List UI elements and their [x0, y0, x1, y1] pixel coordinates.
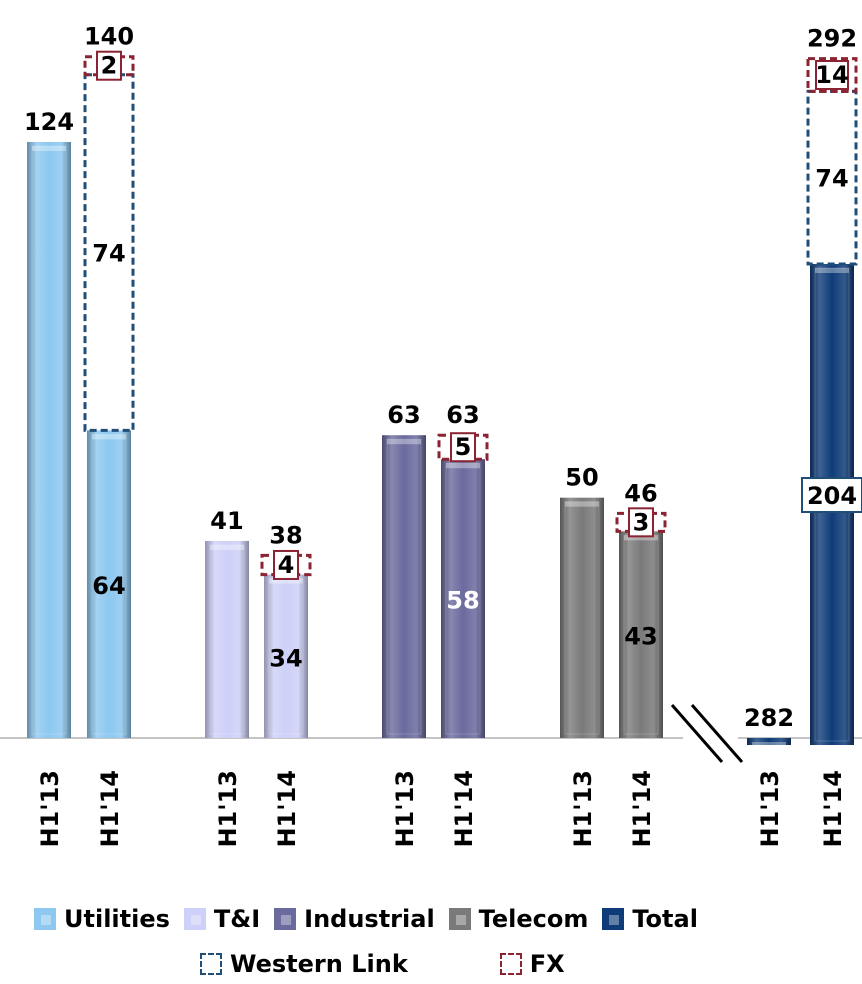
- legend-item-western-link: Western Link: [200, 950, 408, 978]
- x-tick-label-telecom-h1-14: H1'14: [628, 770, 656, 848]
- total-label-utilities-h1-14: 140: [84, 23, 134, 51]
- base-label-t-i: 34: [269, 644, 302, 672]
- legend-swatch-industrial: [274, 908, 297, 930]
- bar-telecom-h1-14: [619, 531, 663, 738]
- legend-item-telecom: Telecom: [448, 905, 589, 933]
- fx-label-box-total: [815, 60, 849, 90]
- fx-label-box-t-i: [273, 549, 299, 580]
- fx-label-telecom: 3: [633, 508, 650, 536]
- legend-item-fx: FX: [499, 950, 565, 978]
- bar-utilities-h1-14: [87, 430, 131, 738]
- legend-label-industrial: Industrial: [304, 905, 435, 933]
- fx-label-total: 14: [815, 61, 848, 89]
- x-tick-label-t-i-h1-13: H1'13: [214, 770, 242, 848]
- base-label-telecom: 43: [624, 623, 657, 651]
- x-tick-label-industrial-h1-13: H1'13: [391, 770, 419, 848]
- x-tick-label-total-h1-13: H1'13: [756, 770, 784, 848]
- legend-swatch-western-link: [200, 953, 222, 975]
- legend-label-fx: FX: [529, 950, 565, 978]
- fx-label-box-telecom: [628, 507, 654, 538]
- fx-label-utilities: 2: [101, 52, 118, 80]
- axis-break-mark: [690, 704, 744, 763]
- fx-label-t-i: 4: [278, 551, 295, 579]
- total-label-total-h1-14: 292: [807, 25, 857, 53]
- bar-t-i-h1-13: [205, 540, 249, 738]
- fx-label-industrial: 5: [455, 433, 472, 461]
- legend-item-t-i: T&I: [183, 905, 261, 933]
- total-label-telecom-h1-13: 50: [565, 464, 598, 492]
- x-tick-label-utilities-h1-14: H1'14: [96, 770, 124, 848]
- base-label-utilities: 64: [92, 572, 125, 600]
- x-tick-label-utilities-h1-13: H1'13: [36, 770, 64, 848]
- x-tick-label-t-i-h1-14: H1'14: [273, 770, 301, 848]
- legend-label-telecom: Telecom: [478, 905, 589, 933]
- bar-total-h1-13: [747, 738, 791, 747]
- total-label-industrial-h1-13: 63: [387, 401, 420, 429]
- total-label-t-i-h1-13: 41: [210, 507, 243, 535]
- total-label-telecom-h1-14: 46: [624, 479, 657, 507]
- western-link-label-utilities: 74: [92, 240, 125, 268]
- legend-item-total: Total: [602, 905, 698, 933]
- fx-label-box-industrial: [450, 432, 476, 463]
- bar-industrial-h1-14: [441, 459, 485, 738]
- base-label-total: 204: [807, 482, 857, 510]
- legend-swatch-t-i: [183, 908, 206, 930]
- legend-item-utilities: Utilities: [34, 905, 170, 933]
- total-label-total-h1-13: 282: [744, 704, 794, 732]
- legend-swatch-total: [602, 908, 625, 930]
- legend-label-total: Total: [632, 905, 698, 933]
- bar-industrial-h1-13: [382, 435, 426, 738]
- legend-swatch-utilities: [34, 908, 56, 930]
- total-label-utilities-h1-13: 124: [24, 108, 74, 136]
- bar-chart: 124H1'1374264140H1'1441H1'1343438H1'1463…: [0, 23, 862, 848]
- base-label-box-total: [801, 477, 862, 513]
- x-tick-label-total-h1-14: H1'14: [819, 770, 847, 848]
- total-label-industrial-h1-14: 63: [446, 401, 479, 429]
- fx-label-box-utilities: [96, 50, 122, 81]
- x-tick-label-industrial-h1-14: H1'14: [450, 770, 478, 848]
- legend-label-western-link: Western Link: [230, 950, 408, 978]
- base-label-industrial: 58: [446, 587, 479, 615]
- bar-utilities-h1-13: [27, 142, 71, 738]
- legend-swatch-fx: [499, 953, 522, 975]
- legend-label-utilities: Utilities: [64, 905, 170, 933]
- fx-box-total: [806, 57, 858, 93]
- legend-item-industrial: Industrial: [274, 905, 435, 933]
- total-label-t-i-h1-14: 38: [269, 521, 302, 549]
- axis-break-mark: [670, 704, 724, 763]
- bar-telecom-h1-13: [560, 497, 604, 738]
- legend-label-t-i: T&I: [213, 905, 261, 933]
- western-link-label-total: 74: [815, 165, 848, 193]
- x-tick-label-telecom-h1-13: H1'13: [569, 770, 597, 848]
- legend-swatch-telecom: [448, 908, 471, 930]
